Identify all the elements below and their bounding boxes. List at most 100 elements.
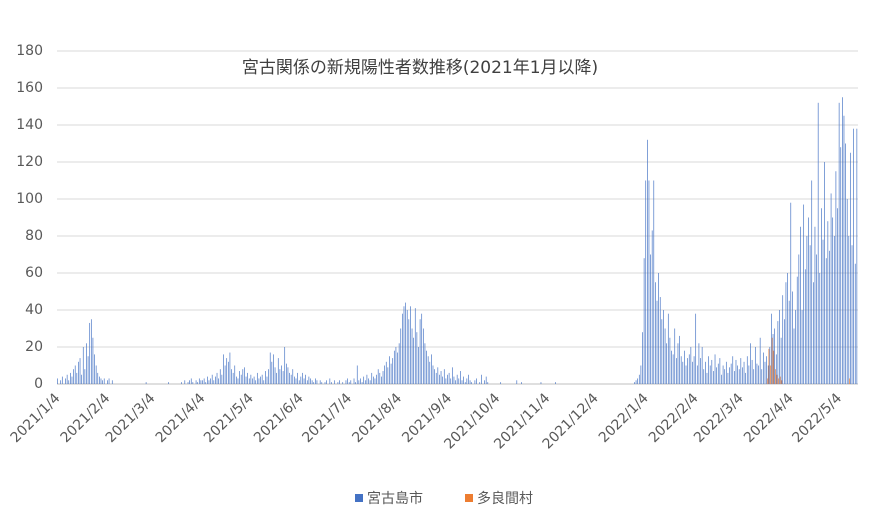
bar xyxy=(479,382,481,384)
bar xyxy=(266,376,268,384)
bar xyxy=(408,319,410,384)
bar xyxy=(766,378,768,384)
bar xyxy=(326,380,327,384)
bar xyxy=(774,369,776,384)
bar xyxy=(659,297,661,384)
bar xyxy=(402,313,403,384)
x-tick-label: 2021/1/4 xyxy=(8,390,64,446)
bar xyxy=(770,365,771,384)
bar xyxy=(671,350,672,384)
bar xyxy=(405,302,406,384)
bar xyxy=(716,367,717,384)
bar xyxy=(842,97,843,384)
bar xyxy=(231,369,232,384)
bar xyxy=(250,374,252,384)
bar xyxy=(849,378,850,384)
bar xyxy=(811,180,813,384)
bar xyxy=(666,343,668,384)
bar xyxy=(237,378,239,384)
bar xyxy=(329,378,331,384)
bar xyxy=(197,382,199,384)
bar xyxy=(734,371,735,384)
bar xyxy=(321,382,323,384)
bar xyxy=(345,380,347,384)
bar xyxy=(751,359,753,384)
bar xyxy=(382,371,384,384)
bar xyxy=(450,378,452,384)
bar xyxy=(824,162,825,384)
bar xyxy=(419,319,421,384)
bar xyxy=(95,365,97,384)
bar xyxy=(84,369,86,384)
bar xyxy=(443,369,445,384)
bar xyxy=(851,245,853,384)
bar xyxy=(451,367,453,384)
bar xyxy=(687,358,688,384)
bar xyxy=(835,171,837,384)
bar xyxy=(229,352,231,384)
bar xyxy=(198,378,200,384)
bar xyxy=(234,365,236,384)
x-tick-label: 2021/4/4 xyxy=(153,390,209,446)
bar xyxy=(219,369,221,384)
bar xyxy=(389,356,390,384)
bar xyxy=(669,337,671,384)
bar xyxy=(261,374,263,384)
bar xyxy=(273,354,274,384)
bar xyxy=(672,354,674,384)
bar xyxy=(788,300,790,384)
bar xyxy=(189,380,190,384)
bar xyxy=(384,365,385,384)
bar xyxy=(758,365,759,384)
bar xyxy=(460,371,461,384)
bar xyxy=(663,310,664,384)
bar xyxy=(371,372,373,384)
bar xyxy=(634,382,635,384)
bar xyxy=(57,378,58,384)
bar xyxy=(635,380,637,384)
bar xyxy=(368,378,369,384)
bar xyxy=(256,372,258,384)
bar xyxy=(431,354,432,384)
bar xyxy=(738,369,740,384)
x-tick-label: 2021/7/4 xyxy=(299,390,355,446)
bar xyxy=(737,365,738,384)
bar xyxy=(696,365,698,384)
bar xyxy=(445,378,447,384)
bar xyxy=(416,332,418,384)
bar xyxy=(837,208,838,384)
bar xyxy=(79,358,81,384)
bar xyxy=(806,236,808,384)
bar xyxy=(108,378,110,384)
bar xyxy=(743,361,745,384)
bar xyxy=(265,371,266,384)
bar xyxy=(103,378,105,384)
bar xyxy=(435,372,437,384)
bar xyxy=(290,374,292,384)
bar xyxy=(846,199,848,384)
bar xyxy=(651,230,653,384)
bar xyxy=(74,365,76,384)
bar xyxy=(287,367,289,384)
bar xyxy=(207,376,208,384)
bar xyxy=(324,382,326,384)
bar xyxy=(316,380,318,384)
bar xyxy=(798,254,800,384)
bar xyxy=(787,273,788,384)
bar xyxy=(766,356,767,384)
bar xyxy=(100,378,102,384)
bar xyxy=(825,258,827,384)
bar xyxy=(647,139,648,384)
bar xyxy=(308,376,310,384)
bar xyxy=(464,382,466,384)
legend-swatch xyxy=(355,494,363,502)
x-tick-label: 2021/8/4 xyxy=(349,390,405,446)
bar xyxy=(772,334,774,384)
bar xyxy=(685,365,687,384)
bar xyxy=(413,337,414,384)
bar xyxy=(692,361,693,384)
bar xyxy=(643,258,645,384)
bar xyxy=(804,269,806,384)
bar xyxy=(440,371,442,384)
